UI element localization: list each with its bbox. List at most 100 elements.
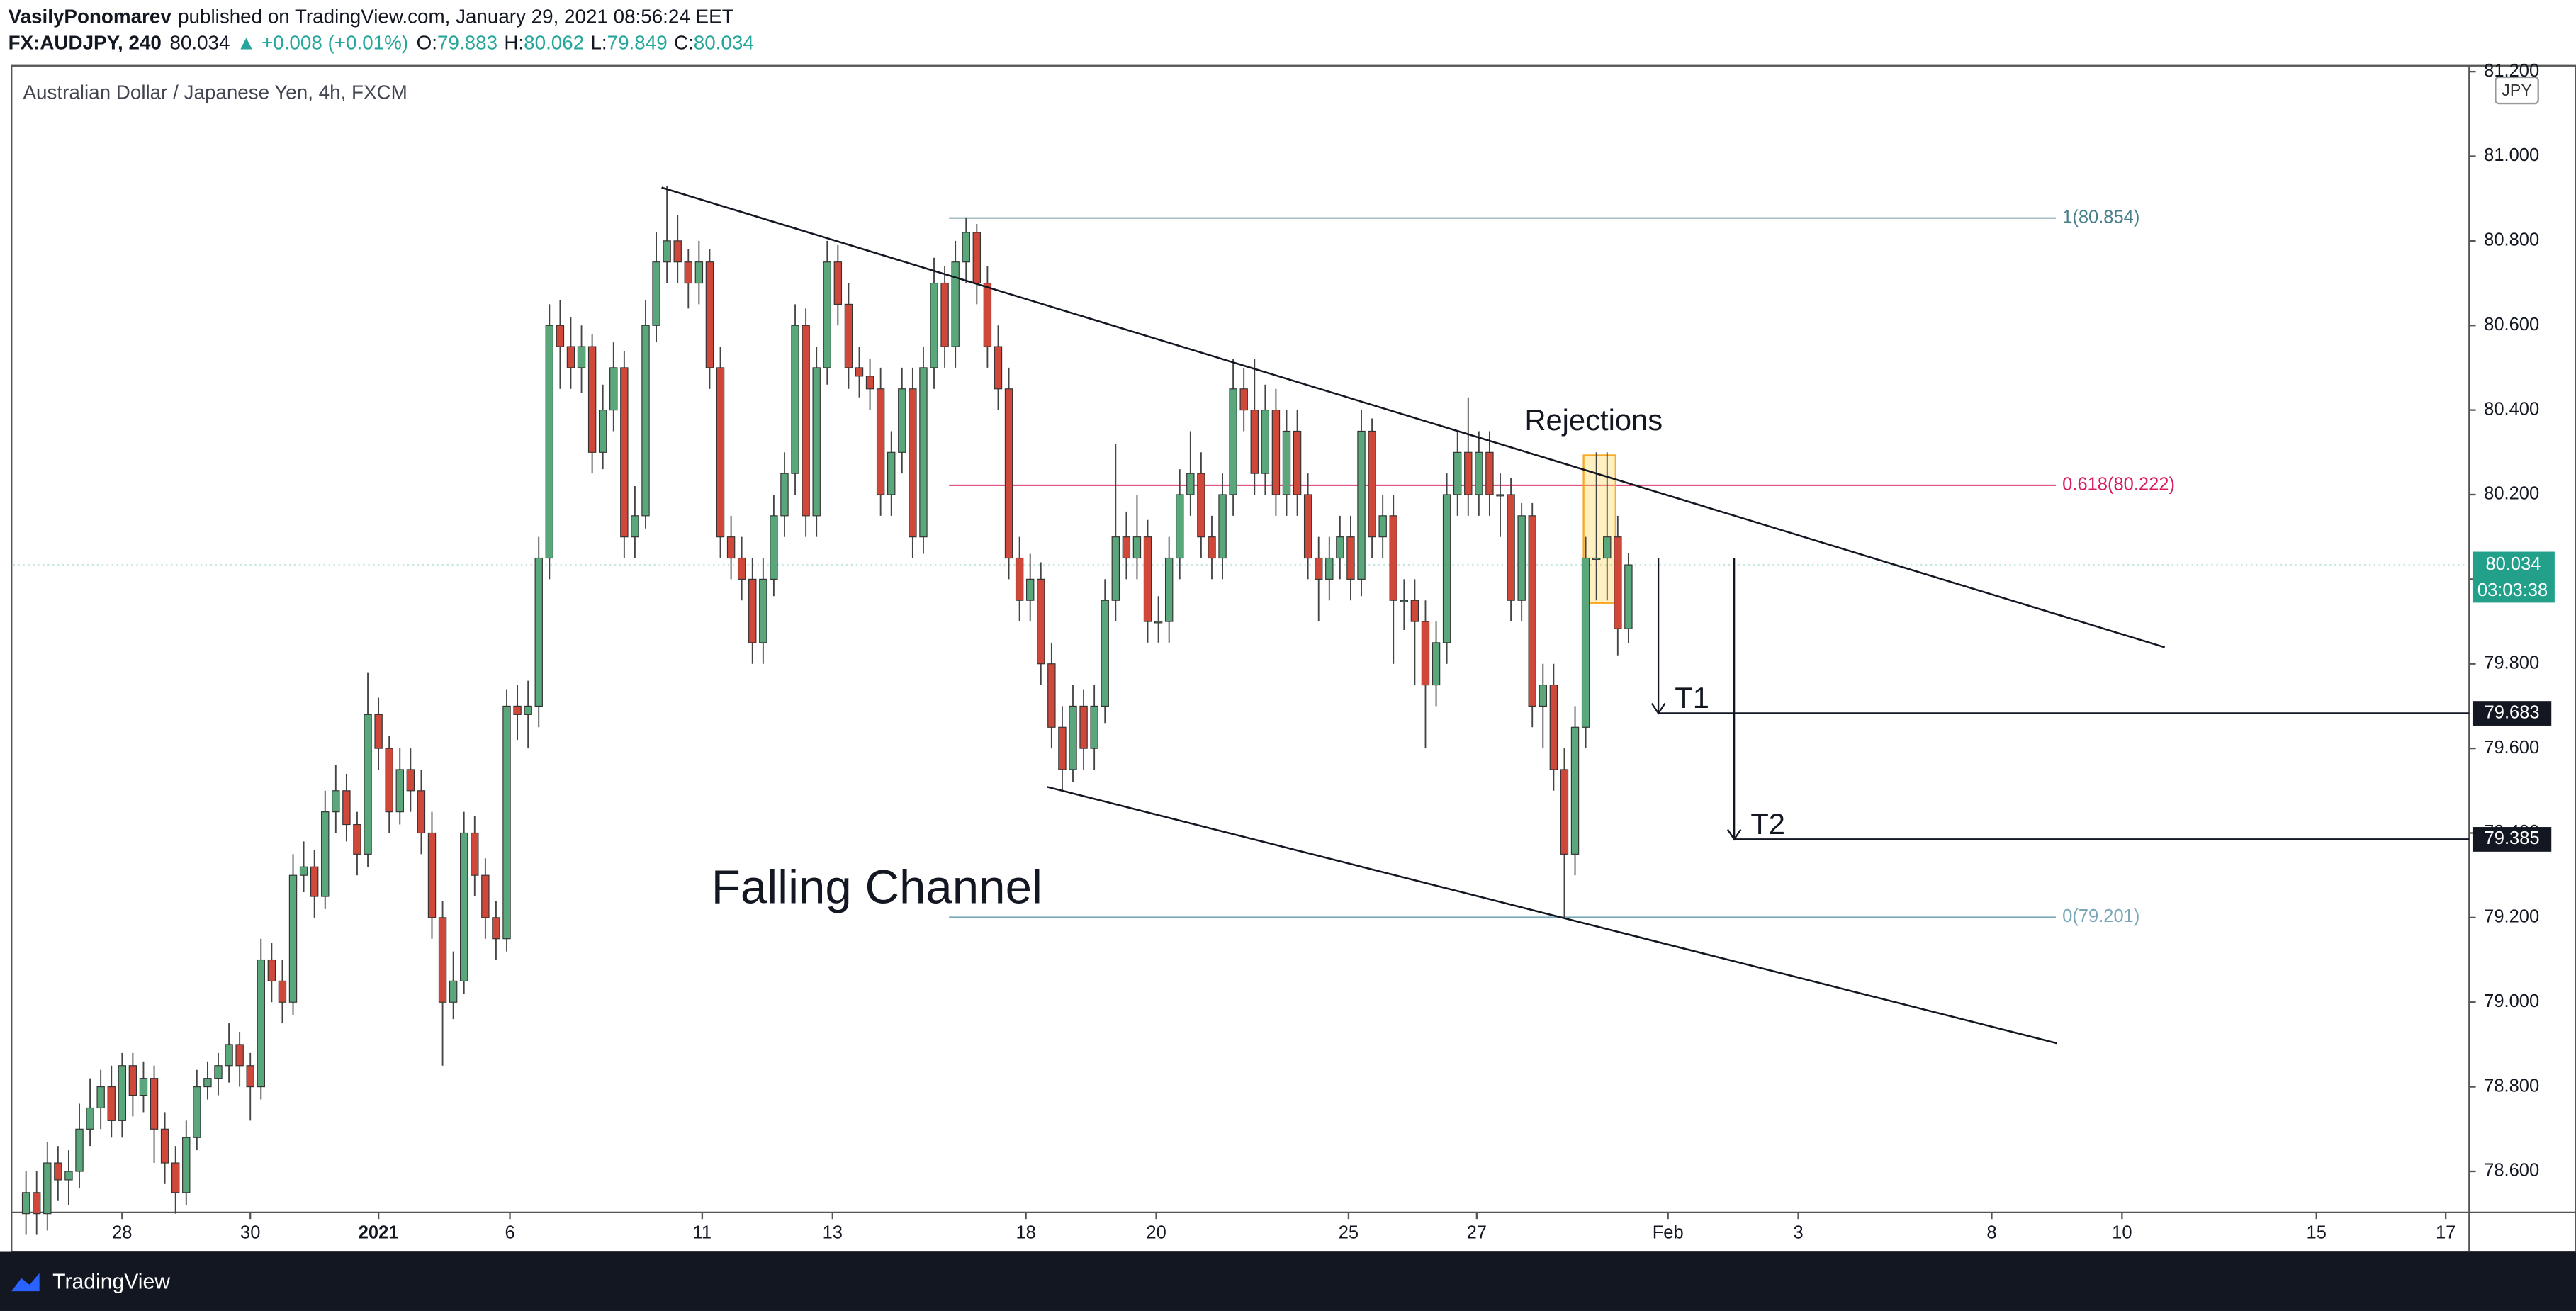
candle-body [1603, 536, 1612, 559]
candle-body [1271, 410, 1281, 495]
y-tick-label: 80.800 [2484, 230, 2539, 250]
candle-body [1293, 430, 1302, 495]
x-tick-label: Feb [1653, 1223, 1684, 1243]
candle-body [1410, 600, 1419, 622]
fib-label: 0.618(80.222) [2062, 475, 2175, 495]
logo [11, 1273, 40, 1292]
candle-body [86, 1107, 94, 1130]
x-tick-label: 15 [2307, 1223, 2327, 1243]
candle-body [1581, 557, 1590, 728]
candle-body [1453, 451, 1462, 495]
x-tick-label: 17 [2436, 1223, 2456, 1243]
candle-body [513, 705, 522, 715]
c-label: C: [674, 32, 694, 54]
candle-body [246, 1065, 254, 1088]
candle-body [1037, 578, 1045, 665]
candle-body [1218, 494, 1227, 559]
channel-label: Falling Channel [712, 860, 1042, 913]
candle-body [107, 1086, 116, 1121]
y-tick-label: 79.600 [2484, 738, 2539, 758]
candle-body [1069, 705, 1077, 770]
candle-body [1047, 663, 1056, 728]
candle-body [417, 790, 426, 834]
chart-title: Australian Dollar / Japanese Yen, 4h, FX… [23, 81, 407, 103]
x-tick-label: 30 [240, 1223, 260, 1243]
fib-label: 1(80.854) [2062, 207, 2139, 227]
y-tick-label: 79.800 [2484, 653, 2539, 673]
candle-body [438, 917, 447, 1003]
candle-body [898, 388, 906, 453]
candle-body [1442, 494, 1451, 643]
candle-body [1239, 388, 1248, 411]
candle-body [1539, 684, 1548, 707]
candle-body [150, 1078, 159, 1130]
candle-body [1368, 430, 1376, 538]
x-tick-label: 25 [1339, 1223, 1359, 1243]
candle-body [54, 1162, 62, 1181]
y-tick-label: 79.000 [2484, 991, 2539, 1011]
candle-body [427, 832, 437, 918]
candle-body [748, 578, 757, 643]
l-label: L: [590, 32, 607, 54]
candle-body [524, 705, 532, 715]
candle-body [737, 557, 746, 580]
published: published on TradingView.com, January 29… [178, 6, 734, 28]
candle-body [1058, 726, 1067, 770]
candle-body [994, 346, 1003, 390]
y-tick-label: 81.200 [2484, 61, 2539, 81]
x-tick-label: 20 [1146, 1223, 1166, 1243]
candle-body [1122, 536, 1131, 559]
symbol: FX:AUDJPY, 240 [9, 32, 162, 54]
candle-body [1282, 430, 1291, 495]
candle-body [160, 1128, 169, 1164]
candle-body [983, 282, 992, 347]
candle-body [855, 367, 864, 377]
candle-body [865, 376, 874, 390]
trend-line [661, 186, 2166, 648]
candle-body [812, 367, 821, 517]
candle-body [641, 325, 650, 517]
candle-body [1176, 494, 1184, 559]
candle-body [620, 367, 629, 538]
candle-body [1507, 494, 1515, 601]
candle-body [1528, 515, 1536, 707]
target-price-box [2472, 827, 2552, 852]
candle-body [694, 261, 704, 284]
candle-body [802, 325, 810, 517]
candle-body [43, 1162, 52, 1215]
candle-body [449, 980, 458, 1003]
fib-label: 0(79.201) [2062, 906, 2139, 926]
candle-body [833, 261, 843, 305]
currency-box [2495, 76, 2539, 105]
candle-body [1614, 536, 1622, 629]
candle-body [1303, 494, 1312, 559]
y-tick-label: 81.000 [2484, 145, 2539, 165]
y-tick-label: 80.400 [2484, 399, 2539, 419]
candle-body [118, 1065, 127, 1121]
y-tick-label: 80.600 [2484, 315, 2539, 334]
header-line1: VasilyPonomarev published on TradingView.… [9, 6, 734, 28]
candle-body [684, 261, 692, 284]
candle-body [1004, 388, 1013, 559]
candle-body [1560, 769, 1569, 855]
candle-body [545, 325, 554, 559]
footer [0, 1251, 2576, 1311]
candle-body [823, 261, 831, 368]
candle-body [139, 1078, 148, 1096]
candle-body [278, 980, 287, 1003]
candle-body [1208, 536, 1216, 559]
candle-body [1432, 642, 1441, 686]
change: ▲ +0.008 (+0.01%) [237, 32, 408, 54]
candle-body [1197, 473, 1205, 538]
candle-body [1261, 410, 1270, 474]
y-tick-label: 78.800 [2484, 1076, 2539, 1096]
candle-body [1143, 536, 1152, 622]
x-tick-label: 6 [505, 1223, 514, 1243]
trend-line [1047, 786, 2057, 1045]
countdown-label: 03:03:38 [2477, 580, 2548, 600]
candle-body [930, 282, 938, 368]
candle-body [214, 1065, 223, 1079]
